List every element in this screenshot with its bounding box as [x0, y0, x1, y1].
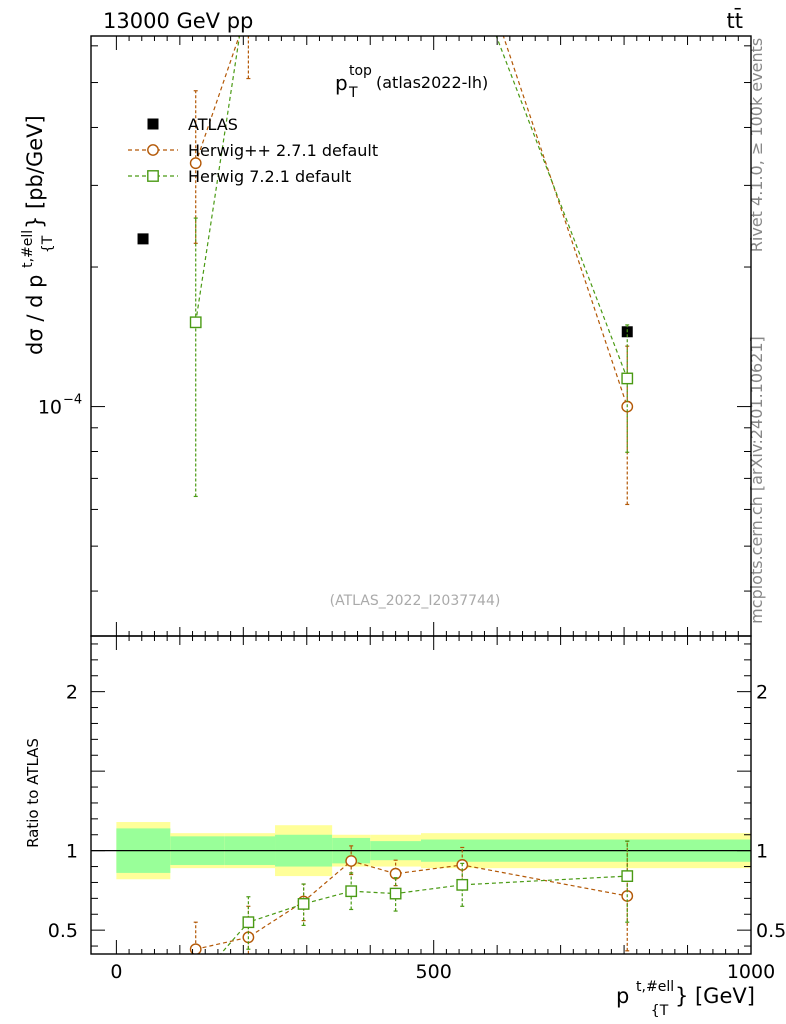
axis-ticks — [91, 36, 752, 954]
energy-label: 13000 GeV pp — [103, 9, 253, 33]
x-axis-label-prefix: p — [616, 984, 629, 1008]
ratio-series-layer — [189, 840, 634, 987]
mcplots-label: mcplots.cern.ch [arXiv:2401.10621] — [747, 336, 766, 624]
y-axis-label-main-prefix: dσ / d p — [23, 275, 47, 355]
y-tick-label-ratio-left: 1 — [66, 841, 78, 863]
plot-title-sup: top — [349, 63, 372, 79]
x-axis-label-sup: t,#ell — [636, 979, 674, 995]
y-tick-label-ratio-right: 1 — [756, 841, 768, 863]
y-tick-label-ratio-left: 2 — [66, 682, 78, 704]
plot-title-main: p — [335, 71, 348, 95]
herwig-721-ratio-point — [456, 878, 469, 891]
herwig-721-ratio-point — [191, 977, 201, 987]
y-tick-label-main-exponent: −4 — [63, 393, 82, 408]
y-axis-label-main-sub: {T — [40, 235, 56, 253]
y-axis-label-main-sup: t,#ell — [20, 230, 36, 268]
rivet-version-label: Rivet 4.1.0, ≥ 100k events — [747, 38, 766, 252]
ratio-panel-frame — [90, 635, 752, 955]
herwig-721-ratio-point — [345, 885, 358, 898]
herwig-721-ratio-point — [297, 898, 310, 910]
x-axis-label: p t,#ell {T } [GeV] — [616, 972, 755, 1020]
herwigpp-271-main-line — [195, 36, 628, 407]
x-axis-label-sub: {T — [651, 1003, 669, 1019]
y-axis-label-main: dσ / d p t,#ell {T } [pb/GeV] — [13, 115, 57, 355]
legend-marker-atlas — [147, 118, 159, 130]
y-tick-label-ratio-left: 0.5 — [48, 920, 78, 942]
herwig-721-main-line — [195, 36, 628, 379]
y-axis-label-ratio: Ratio to ATLAS — [24, 738, 42, 848]
legend-marker — [147, 170, 159, 182]
herwig-721-ratio-point — [621, 870, 634, 882]
herwig-721-main-point — [189, 316, 202, 329]
herwigpp-271-main-point — [189, 157, 202, 170]
herwigpp-271-ratio-point — [345, 855, 358, 867]
main-series-layer — [137, 36, 634, 506]
herwigpp-271-ratio-point — [189, 943, 202, 954]
herwig-721-ratio-point — [242, 916, 255, 929]
process-label: tt̄ — [727, 8, 743, 33]
legend-label: ATLAS — [188, 115, 238, 134]
x-axis-label-suffix: } [GeV] — [675, 984, 755, 1008]
herwig-721-ratio-point — [389, 887, 402, 900]
y-axis-label-main-suffix: } [pb/GeV] — [23, 115, 47, 229]
herwigpp-271-ratio-line — [195, 860, 628, 950]
legend: ATLAS Herwig++ 2.7.1 default Herwig 7.2.1 … — [128, 115, 378, 186]
legend-label: Herwig 7.2.1 default — [188, 167, 351, 186]
y-tick-label-main: 10 — [38, 397, 62, 419]
x-tick-label: 500 — [416, 961, 452, 983]
analysis-id-label: (ATLAS_2022_I2037744) — [330, 593, 501, 609]
y-tick-label-ratio-right: 0.5 — [756, 920, 786, 942]
y-tick-label-ratio-right: 2 — [756, 682, 768, 704]
plot-title: p — [335, 71, 348, 95]
legend-label: Herwig++ 2.7.1 default — [188, 141, 378, 160]
herwig-721-ratio-line — [219, 875, 628, 954]
legend-marker — [147, 144, 159, 156]
plot-title-suffix: (atlas2022-lh) — [376, 73, 488, 92]
x-tick-label: 0 — [110, 961, 122, 983]
herwig-721-ratio-group — [191, 840, 634, 987]
atlas-data-point — [137, 233, 149, 245]
x-tick-label: 1000 — [727, 961, 775, 983]
herwig-721-main-point — [621, 372, 634, 385]
herwig-721-main-group — [189, 36, 634, 498]
plot-title-sub: T — [348, 85, 358, 101]
